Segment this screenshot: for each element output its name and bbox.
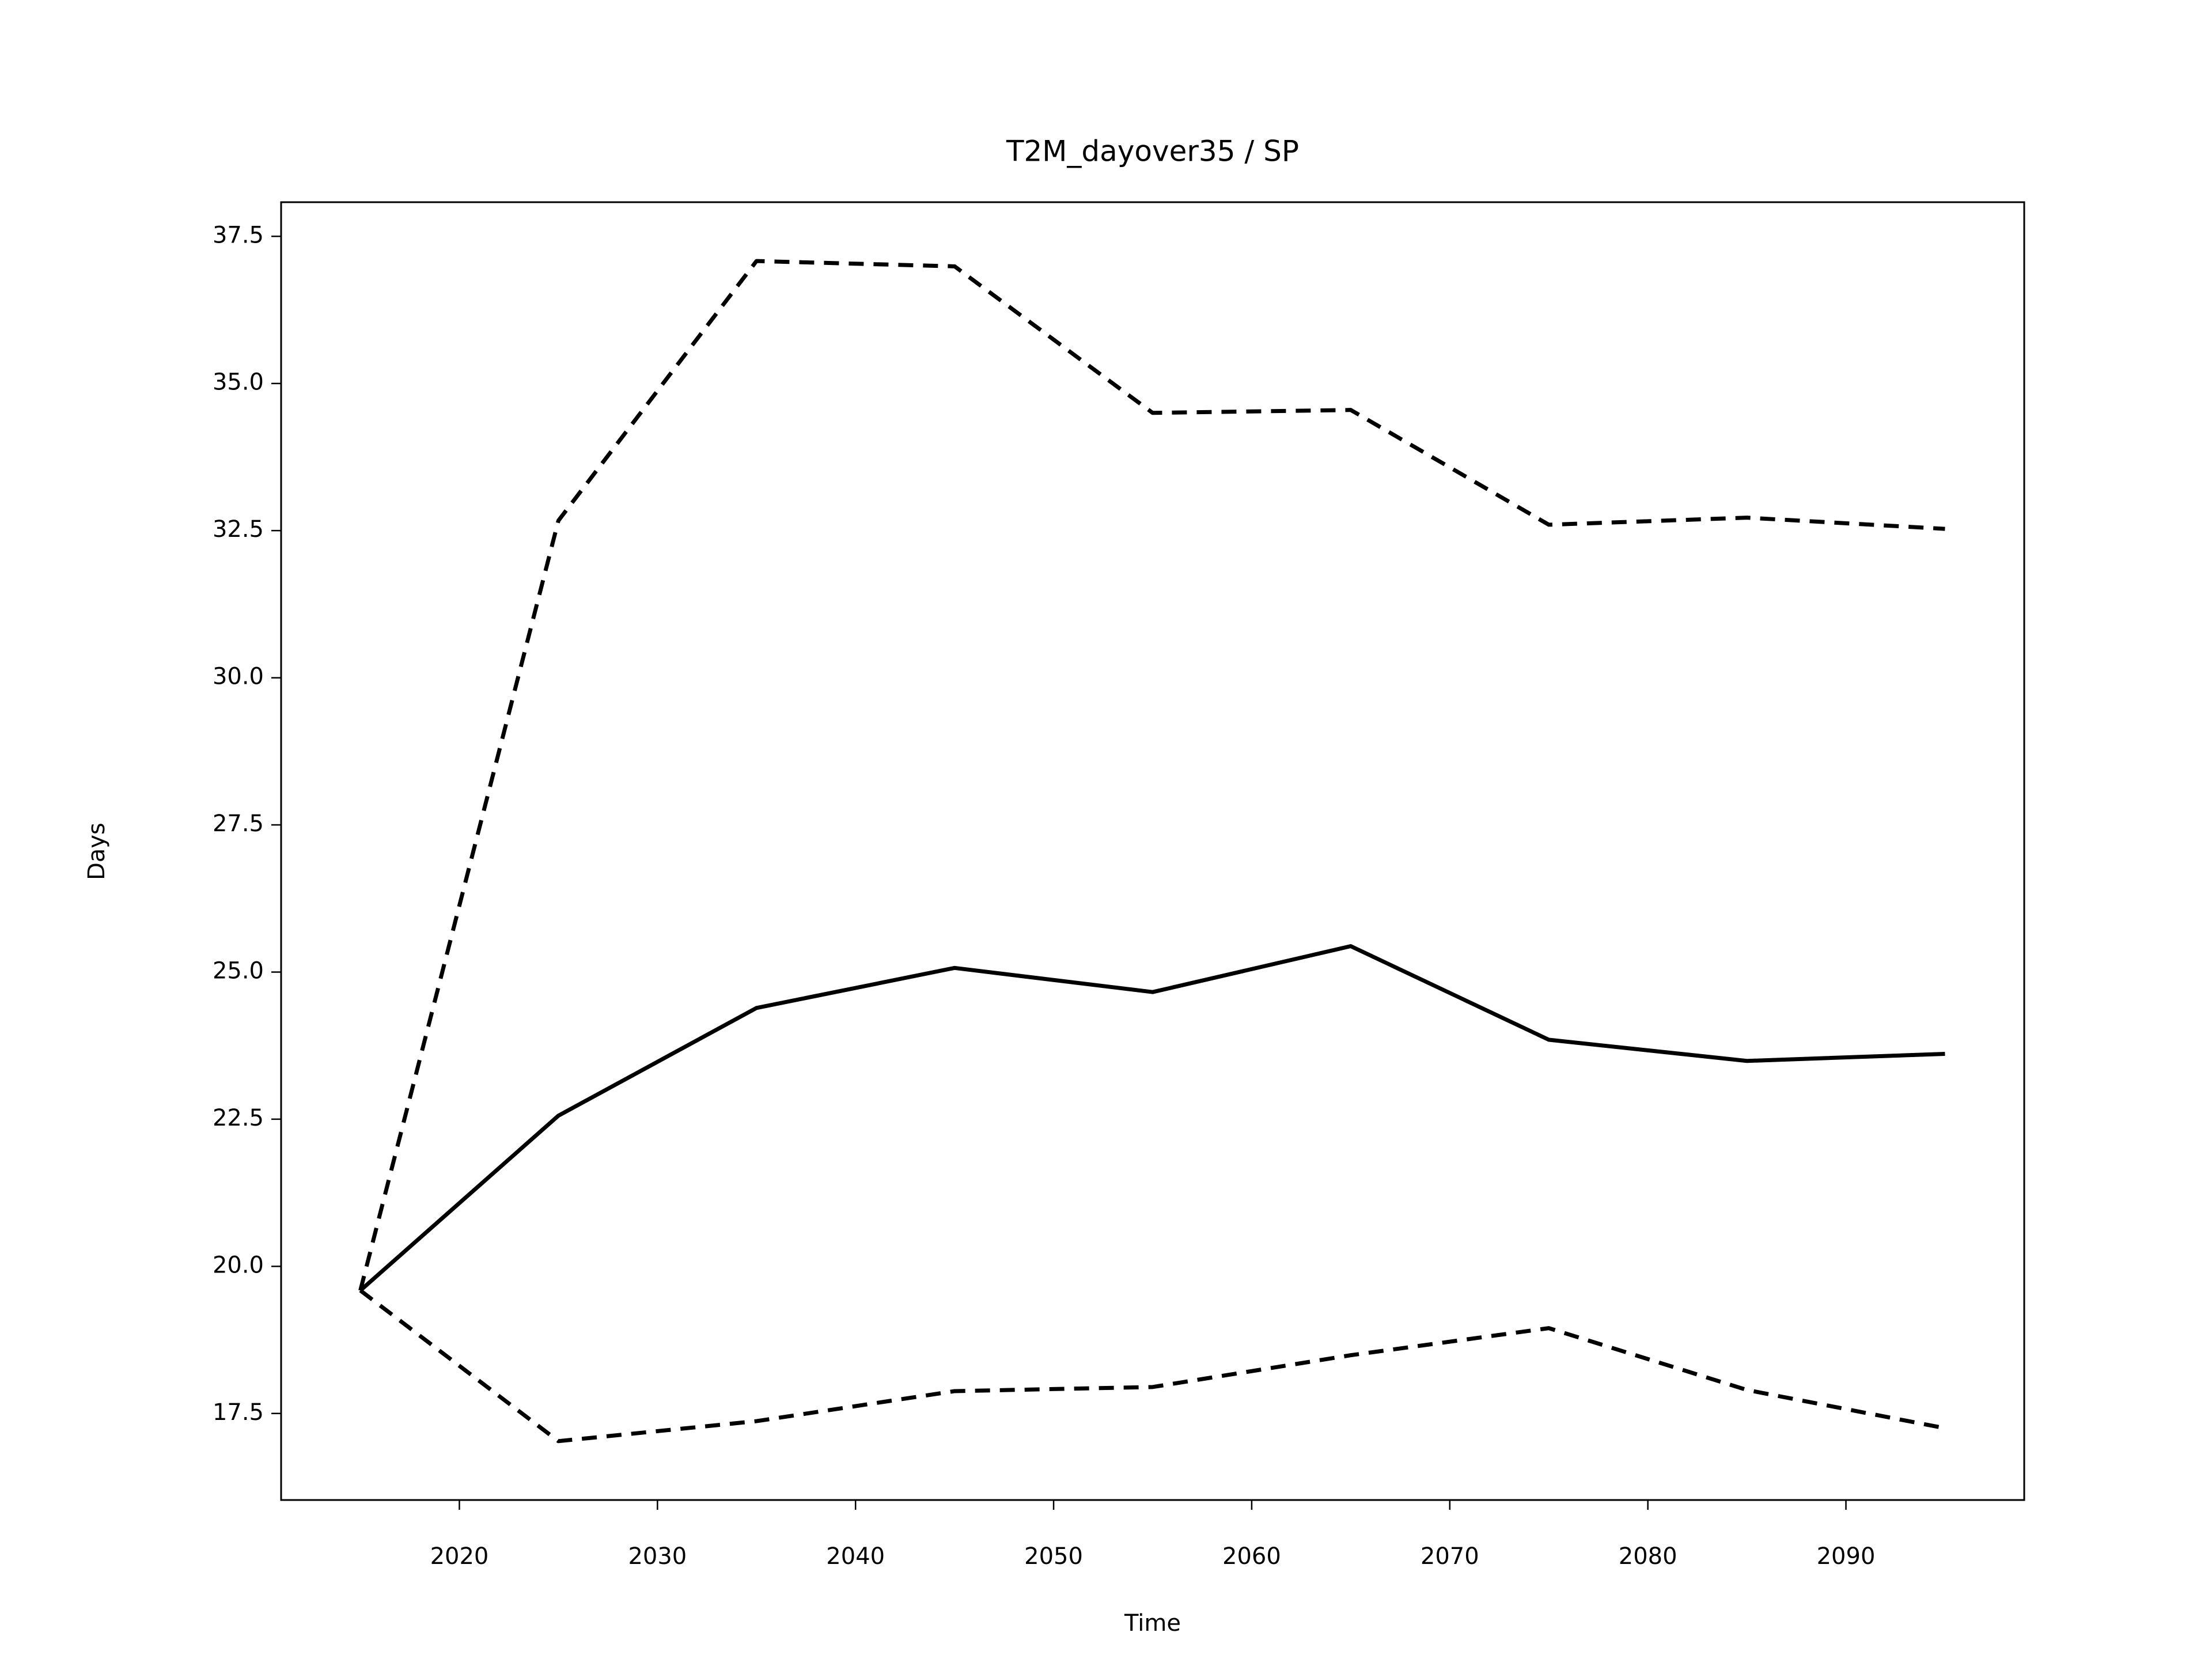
line-series	[359, 944, 1945, 1292]
y-tick-label: 37.5	[213, 222, 264, 248]
x-tick-label: 2070	[1421, 1543, 1479, 1570]
x-tick-label: 2030	[628, 1543, 687, 1570]
y-tick-label: 35.0	[213, 369, 264, 396]
x-tick-label: 2040	[826, 1543, 885, 1570]
chart-title: T2M_dayover35 / SP	[1006, 135, 1299, 168]
y-tick-label: 22.5	[213, 1105, 264, 1131]
x-tick-label: 2060	[1222, 1543, 1281, 1570]
y-axis-label: Days	[84, 823, 110, 880]
y-tick-label: 17.5	[213, 1399, 264, 1426]
x-tick-label: 2020	[430, 1543, 489, 1570]
line-series	[358, 259, 1945, 1291]
x-tick-label: 2090	[1817, 1543, 1876, 1570]
y-tick-label: 20.0	[213, 1252, 264, 1278]
y-tick-label: 25.0	[213, 957, 264, 984]
y-tick-label: 32.5	[213, 516, 264, 543]
x-tick-label: 2050	[1024, 1543, 1083, 1570]
x-tick-label: 2080	[1619, 1543, 1677, 1570]
y-tick-label: 30.0	[213, 664, 264, 690]
line-series	[359, 1289, 1946, 1444]
plot-frame	[280, 201, 2025, 1501]
x-axis-label: Time	[1124, 1610, 1181, 1637]
y-tick-label: 27.5	[213, 810, 264, 837]
